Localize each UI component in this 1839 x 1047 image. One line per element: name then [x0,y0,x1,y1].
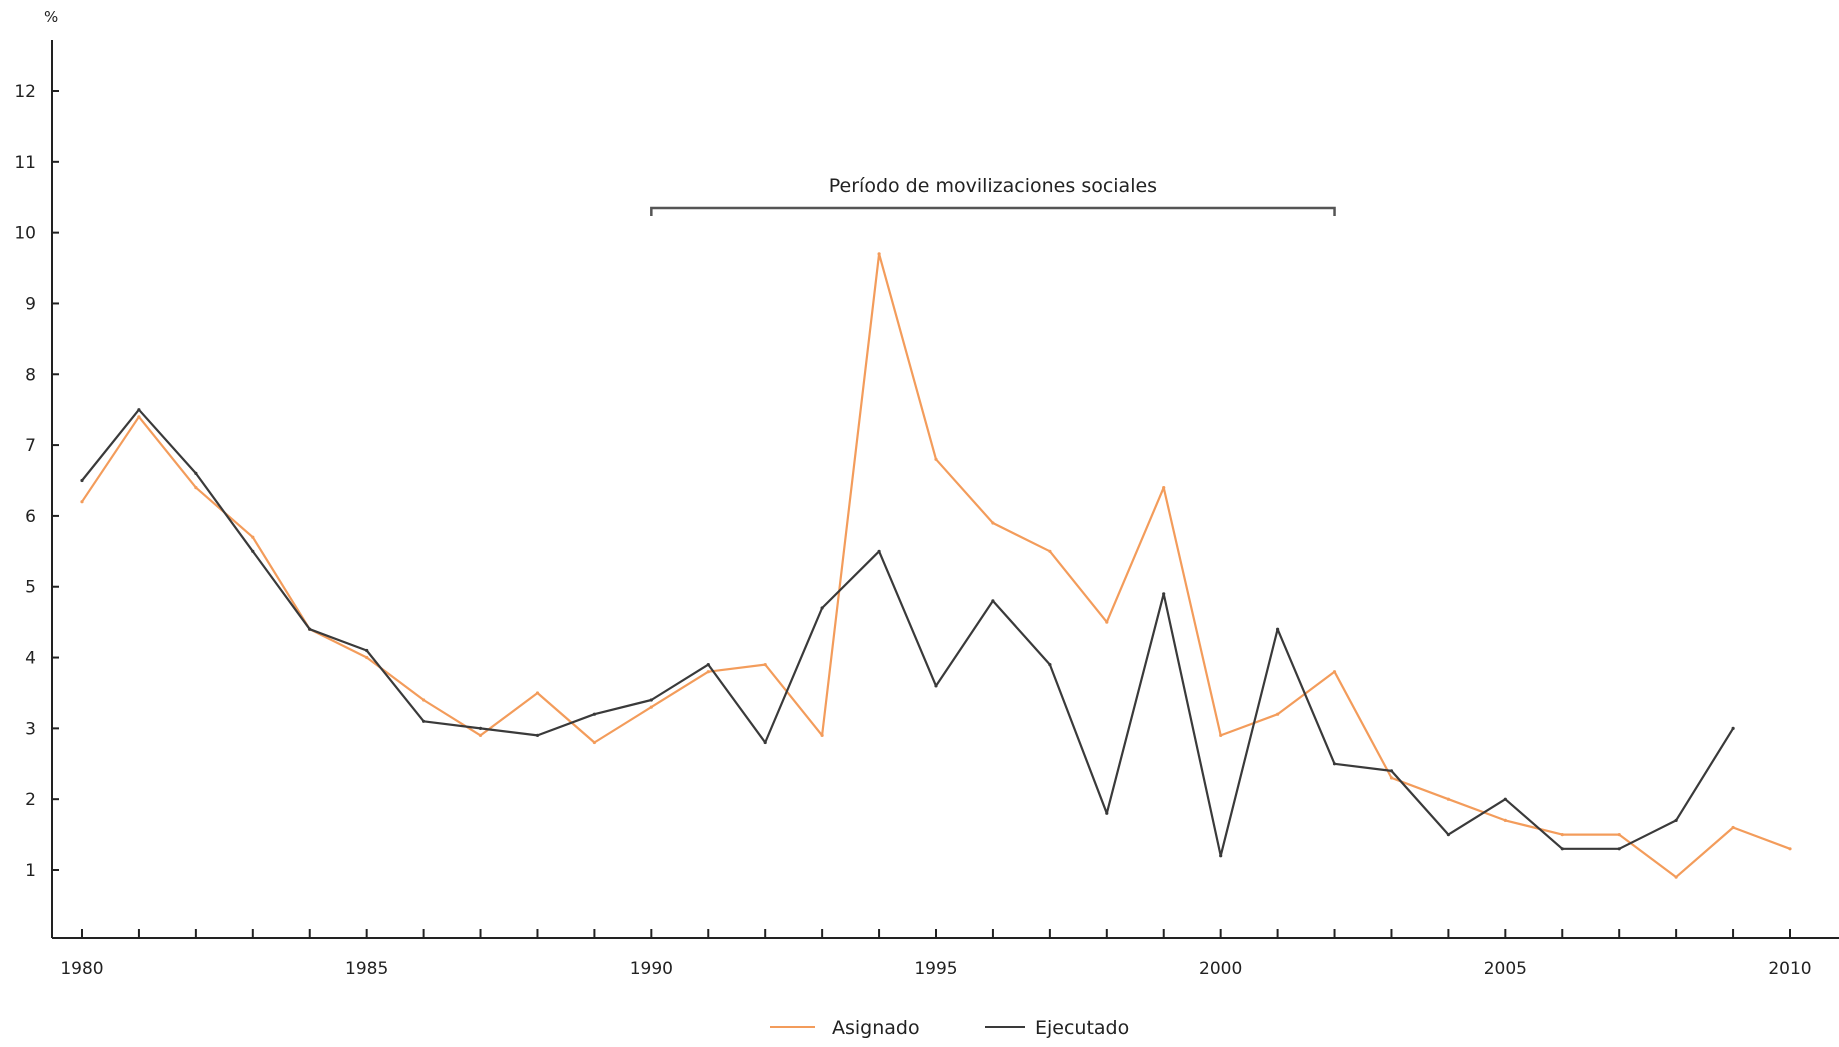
data-point-asignado [1332,670,1337,674]
data-point-asignado [1503,818,1507,823]
data-point-asignado [934,457,938,461]
data-point-asignado [1219,733,1223,738]
data-point-ejecutado [422,719,426,723]
legend: Asignado Ejecutado [770,1017,1129,1039]
data-point-asignado [535,691,540,695]
y-tick-label: 1 [25,861,36,881]
data-point-asignado [365,655,369,660]
legend-label-asignado: Asignado [832,1017,920,1039]
y-tick-label: 7 [25,436,36,456]
data-point-asignado [194,486,198,490]
data-point-ejecutado [194,471,198,475]
data-point-asignado [80,500,84,504]
data-point-ejecutado [308,627,312,631]
data-point-asignado [478,733,483,738]
data-point-ejecutado [1560,847,1564,851]
y-tick-label: 6 [25,507,36,527]
data-point-asignado [991,521,995,525]
y-tick-label: 8 [25,365,36,385]
y-tick-label: 11 [14,153,36,173]
data-point-ejecutado [478,726,483,731]
y-tick-label: 5 [25,578,36,598]
data-point-ejecutado [1105,811,1109,815]
y-tick-label: 9 [25,294,36,314]
series-line-ejecutado [81,408,1735,857]
data-point-asignado [137,415,141,419]
annotation-bracket [650,206,1336,216]
data-point-ejecutado [1162,592,1166,596]
data-point-ejecutado [251,549,255,553]
data-point-ejecutado [1389,769,1394,773]
data-point-ejecutado [991,599,995,603]
data-point-ejecutado [365,648,369,653]
data-point-asignado [251,535,255,539]
data-point-ejecutado [1503,797,1507,801]
x-tick-label: 2005 [1484,959,1527,979]
data-point-ejecutado [1048,663,1052,667]
data-point-asignado [649,705,653,709]
data-point-asignado [1788,847,1792,851]
data-point-ejecutado [137,408,141,412]
data-point-asignado [1389,776,1394,780]
y-tick-label: 3 [25,719,36,739]
data-point-ejecutado [1276,627,1280,631]
data-point-ejecutado [763,740,767,745]
data-point-asignado [706,670,710,674]
data-point-asignado [592,740,597,745]
legend-label-ejecutado: Ejecutado [1035,1017,1129,1039]
y-tick-label: 2 [25,790,36,810]
data-point-ejecutado [934,684,938,688]
data-point-ejecutado [80,478,84,483]
x-tick-label: 1985 [345,959,388,979]
x-tick-label: 2000 [1199,959,1242,979]
data-point-ejecutado [877,549,881,553]
data-point-asignado [422,698,426,702]
data-point-ejecutado [1219,854,1223,858]
data-point-ejecutado [1332,762,1337,766]
data-point-ejecutado [1731,726,1735,731]
data-point-ejecutado [1446,833,1450,837]
series-lines [80,252,1792,879]
data-point-asignado [877,252,881,256]
x-ticks: 1980 1985 1990 1995 2000 2005 2010 [60,929,1812,979]
data-point-asignado [820,733,824,738]
x-tick-label: 2010 [1768,959,1811,979]
y-axis-unit-label: % [44,8,58,26]
data-point-asignado [1162,486,1166,490]
x-tick-label: 1980 [60,959,103,979]
data-point-asignado [1276,712,1280,716]
data-point-asignado [763,663,767,667]
data-point-ejecutado [592,712,597,716]
annotation-label: Período de movilizaciones sociales [829,175,1157,197]
data-point-ejecutado [1674,818,1678,823]
y-tick-label: 10 [14,224,36,244]
data-point-ejecutado [706,663,710,667]
data-point-asignado [1048,549,1052,553]
annotation-bracket-group: Período de movilizaciones sociales [650,175,1336,216]
data-point-ejecutado [820,606,824,610]
data-point-asignado [1105,620,1109,624]
data-point-asignado [1617,833,1621,837]
data-point-ejecutado [649,698,653,702]
y-tick-label: 12 [14,82,36,102]
data-point-ejecutado [1617,847,1621,851]
axes: % [44,8,1839,939]
series-line-asignado [81,252,1791,879]
data-point-ejecutado [535,733,540,738]
data-point-asignado [1560,833,1564,837]
data-point-asignado [1446,797,1450,801]
x-tick-label: 1995 [914,959,957,979]
x-tick-label: 1990 [630,959,673,979]
data-point-asignado [1731,825,1735,830]
y-tick-label: 4 [25,649,36,669]
data-point-asignado [1674,875,1678,879]
